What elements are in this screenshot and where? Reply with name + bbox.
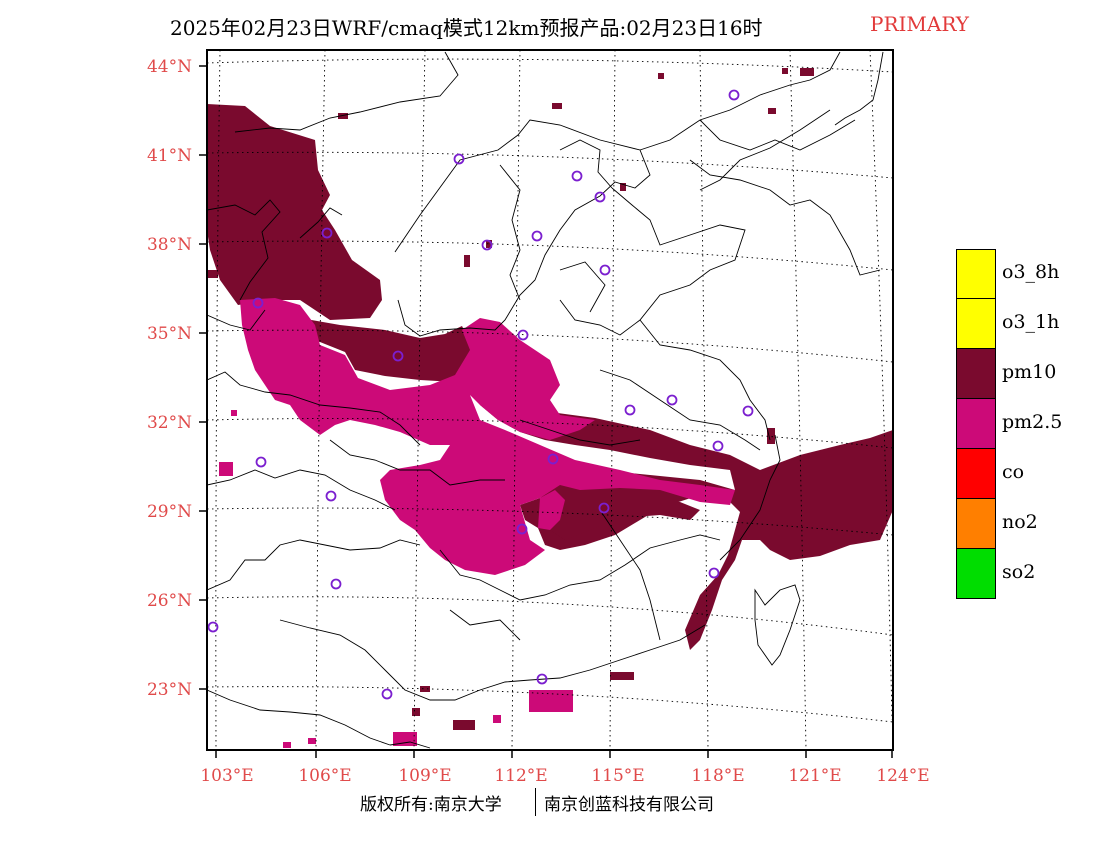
station-marker [536,673,548,685]
longitude-labels: 103°E 106°E 109°E 112°E 115°E 118°E 121°… [200,766,929,786]
station-marker [598,502,610,514]
station-marker [517,329,529,341]
station-marker [255,456,267,468]
lon-label: 115°E [591,766,644,786]
lon-label: 109°E [398,766,451,786]
lon-label: 121°E [788,766,841,786]
station-marker [392,350,404,362]
station-marker [624,404,636,416]
tick-marks [199,65,893,758]
station-marker [666,394,678,406]
boundary-lines [207,51,884,749]
legend-swatch [956,549,996,599]
primary-tag: PRIMARY [870,12,969,36]
lat-label: 41°N [147,146,192,166]
legend-swatch [956,399,996,449]
lon-label: 106°E [298,766,351,786]
copyright-text: 版权所有:南京大学 [360,795,502,815]
legend-swatch [956,249,996,299]
station-marker [599,264,611,276]
legend-label: pm10 [1002,361,1057,383]
forecast-title: 2025年02月23日WRF/cmaq模式12km预报产品:02月23日16时 [170,16,763,40]
legend-swatch [956,499,996,549]
lon-label: 103°E [200,766,253,786]
station-marker [453,153,465,165]
legend-label: co [1002,461,1025,483]
lat-label: 38°N [147,235,192,255]
lat-label: 26°N [147,591,192,611]
legend-label: o3_1h [1002,311,1060,333]
station-marker [207,621,219,633]
pm25-region [219,298,735,748]
station-marker [481,239,493,251]
station-marker [594,191,606,203]
legend-swatch [956,299,996,349]
station-marker [571,170,583,182]
station-marker [708,567,720,579]
company-text: 南京创蓝科技有限公司 [544,795,714,815]
lon-label: 118°E [691,766,744,786]
graticule [207,50,893,750]
station-marker [547,453,559,465]
station-marker [531,230,543,242]
station-markers [207,89,754,700]
legend-label: no2 [1002,511,1038,533]
latitude-labels: 44°N 41°N 38°N 35°N 32°N 29°N 26°N 23°N [147,57,192,700]
station-marker [325,490,337,502]
map-frame [206,49,894,751]
legend-label: pm2.5 [1002,411,1063,433]
legend-label: o3_8h [1002,261,1060,283]
legend-label: so2 [1002,561,1036,583]
station-marker [728,89,740,101]
station-marker [712,440,724,452]
lat-label: 29°N [147,502,192,522]
station-marker [321,227,333,239]
station-marker [330,578,342,590]
station-marker [742,405,754,417]
lon-label: 112°E [494,766,547,786]
lat-label: 32°N [147,413,192,433]
station-marker [381,688,393,700]
lat-label: 44°N [147,57,192,77]
legend-swatch [956,349,996,399]
map-title: 2025年02月23日WRF/cmaq模式12km预报产品:02月23日16时 … [0,12,1100,42]
legend-swatch [956,449,996,499]
footer-divider [535,788,536,816]
lat-label: 23°N [147,680,192,700]
lat-label: 35°N [147,324,192,344]
lon-label: 124°E [876,766,929,786]
station-marker [252,297,264,309]
station-marker [516,523,528,535]
